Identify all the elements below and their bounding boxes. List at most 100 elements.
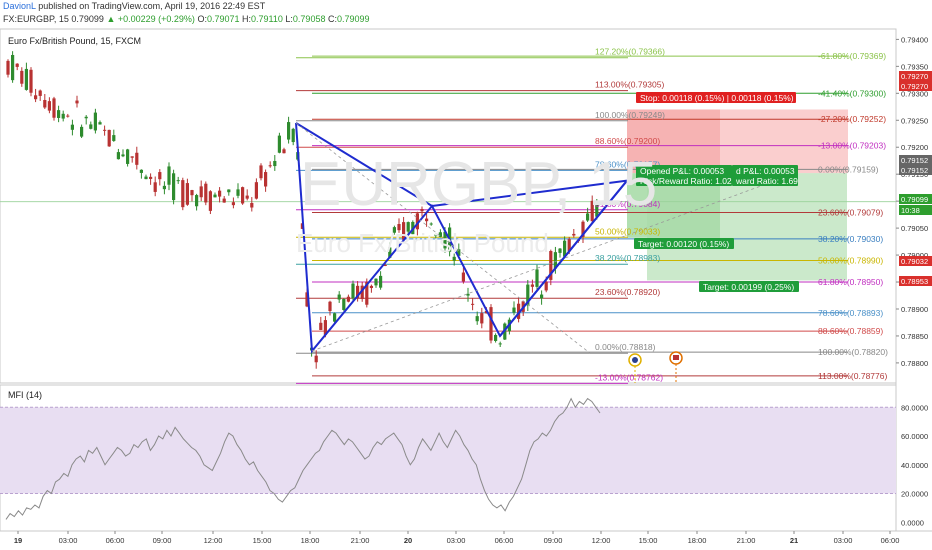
entry-badge-2-text: d P&L: 0.00053 [736, 166, 795, 176]
watermark-name: Euro Fx/British Pound [296, 228, 549, 258]
fib-left-label: 78.60%(0.79157) [595, 159, 660, 169]
target-badge-1-text: Target: 0.00120 (0.15%) [638, 239, 729, 249]
price-tick-label: 0.79400 [901, 35, 928, 44]
candle-body [429, 223, 433, 225]
author-link[interactable]: DavionL [3, 1, 36, 11]
mfi-tick-label: 20.0000 [901, 490, 928, 499]
price-tag-label: 0.78953 [901, 277, 928, 286]
fib-right-label: 61.80%(0.78950) [818, 277, 883, 287]
candle-body [484, 310, 488, 314]
candle-body [553, 252, 557, 269]
fib-left-label: 23.60%(0.78920) [595, 287, 660, 297]
target-badge-2[interactable]: Target: 0.00199 (0.25%) [699, 281, 799, 292]
entry-badge-1-text: Opened P&L: 0.00053 [640, 166, 724, 176]
stop-badge-text: Stop: 0.00118 (0.15%) | 0.00118 (0.15%) [640, 93, 794, 103]
candle-body [176, 180, 180, 182]
pattern-diagonal-2 [311, 174, 791, 352]
candle-body [323, 320, 327, 335]
candle-body [328, 301, 332, 312]
candle-body [314, 355, 318, 363]
event-icon-1[interactable] [628, 353, 642, 367]
candle-body [84, 116, 88, 119]
candle-body [130, 156, 134, 158]
candle-body [245, 195, 249, 199]
candle-body [15, 63, 19, 67]
fib-left-label: 61.80%(0.79084) [595, 199, 660, 209]
price-tag-bg [899, 205, 932, 215]
candle-body [305, 292, 309, 307]
candle-body [149, 176, 153, 179]
candle-body [144, 176, 148, 180]
price-tag-bg [899, 165, 932, 175]
header-bar: DavionL published on TradingView.com, Ap… [0, 0, 932, 28]
candle-body [319, 322, 323, 330]
time-tick-label: 21:00 [351, 536, 370, 545]
candle-body [291, 128, 295, 143]
pane-title: Euro Fx/British Pound, 15, FXCM [8, 36, 141, 46]
time-tick-label: 03:00 [59, 536, 78, 545]
candle-body [172, 173, 176, 201]
price-tag: 0.79152 [899, 165, 932, 175]
time-tick-label: 21:00 [737, 536, 756, 545]
candle-body [425, 218, 429, 222]
fib-right-label: -13.00%(0.79203) [818, 141, 886, 151]
candle-body [204, 183, 208, 203]
symbol-quote: FX:EURGBP, 15 0.79099 ▲ +0.00229 (+0.29%… [3, 14, 370, 24]
candle-body [126, 149, 130, 164]
candle-body [185, 183, 189, 205]
candle-body [434, 234, 438, 236]
candle-body [595, 203, 599, 217]
candle-body [135, 152, 139, 165]
candle-body [80, 126, 84, 137]
stop-badge-bg [636, 92, 796, 103]
event-icon-2[interactable] [669, 351, 683, 365]
fib-right-label: 113.00%(0.78776) [818, 371, 887, 381]
candle-body [517, 303, 521, 319]
candle-body [222, 198, 226, 203]
price-tag-bg [899, 81, 932, 91]
candle-body [471, 303, 475, 305]
candle-body [480, 313, 484, 324]
price-tick-label: 0.78850 [901, 332, 928, 341]
price-tag-label: 0.79152 [901, 166, 928, 175]
candle-body [29, 69, 33, 93]
time-tick-label: 03:00 [834, 536, 853, 545]
candle-body [153, 182, 157, 192]
price-tag-bg [899, 71, 932, 81]
candle-body [346, 296, 350, 302]
candle-body [259, 165, 263, 179]
stop-badge[interactable]: Stop: 0.00118 (0.15%) | 0.00118 (0.15%) [636, 92, 796, 103]
candle-body [397, 224, 401, 231]
time-tick-label: 09:00 [544, 536, 563, 545]
candle-body [254, 182, 258, 199]
target-badge-1[interactable]: Target: 0.00120 (0.15%) [634, 238, 734, 249]
entry-badge-2-bg [732, 165, 798, 186]
candle-body [406, 222, 410, 232]
candle-body [227, 189, 231, 193]
candle-body [162, 185, 166, 190]
price-tick-label: 0.79050 [901, 224, 928, 233]
price-tick-label: 0.79000 [901, 251, 928, 260]
candle-body [75, 100, 79, 104]
candle-body [158, 172, 162, 180]
candle-body [218, 190, 222, 197]
candle-body [38, 90, 42, 96]
mfi-tick-label: 0.0000 [901, 518, 924, 527]
candle-body [43, 99, 47, 108]
price-tick-label: 0.79300 [901, 89, 928, 98]
price-tag-bg [899, 276, 932, 286]
candle-body [190, 190, 194, 196]
entry-badge-1-text: Risk/Reward Ratio: 1.02 [640, 176, 732, 186]
candle-body [475, 316, 479, 322]
fib-left-label: 88.60%(0.79200) [595, 136, 660, 146]
candle-body [466, 293, 470, 296]
fib-right-label: -61.80%(0.79369) [818, 51, 886, 61]
time-tick-label: 12:00 [204, 536, 223, 545]
candle-body [586, 213, 590, 221]
candle-body [116, 152, 120, 160]
mfi-tick-label: 60.0000 [901, 432, 928, 441]
price-tag-bg [899, 194, 932, 204]
